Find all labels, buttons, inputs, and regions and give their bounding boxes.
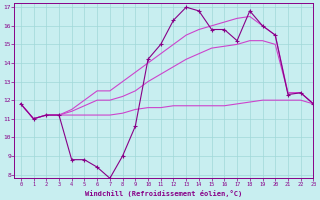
X-axis label: Windchill (Refroidissement éolien,°C): Windchill (Refroidissement éolien,°C) (85, 190, 243, 197)
